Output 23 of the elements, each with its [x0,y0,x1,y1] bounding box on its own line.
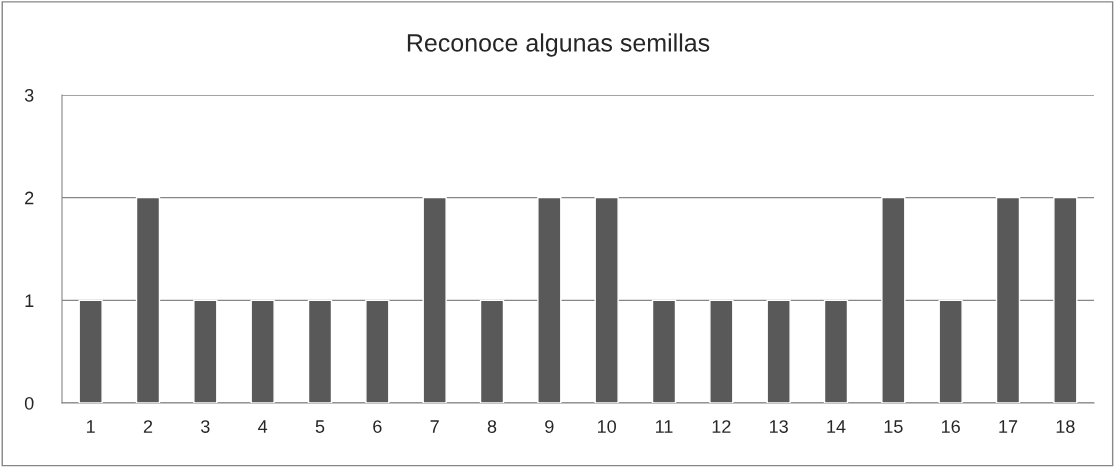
x-tick-label: 2 [143,420,153,433]
x-tick-label: 6 [373,420,382,433]
x-tick-label: 17 [999,420,1018,433]
x-tick-label: 13 [770,420,788,433]
x-tick-label: 11 [656,420,673,433]
y-tick-label: 0 [24,396,34,410]
y-tick-label: 2 [25,191,34,205]
x-tick-label: 18 [1056,420,1075,433]
x-tick-label: 4 [258,420,268,433]
x-tick-label: 16 [942,420,960,433]
x-tick-label: 14 [827,420,846,433]
x-tick-label: 8 [487,420,497,433]
x-tick-label: 12 [712,420,731,433]
x-tick-label: 10 [598,420,616,433]
y-tick-label: 3 [24,88,34,102]
x-tick-label: 1 [87,420,95,433]
x-tick-label: 3 [201,420,210,433]
x-tick-label: 15 [884,420,903,433]
chart-title: Reconoce algunas semillas [407,33,710,57]
x-tick-label: 9 [545,420,554,433]
y-tick-label: 1 [25,294,34,307]
x-tick-label: 5 [315,420,325,433]
x-tick-label: 7 [430,420,439,433]
